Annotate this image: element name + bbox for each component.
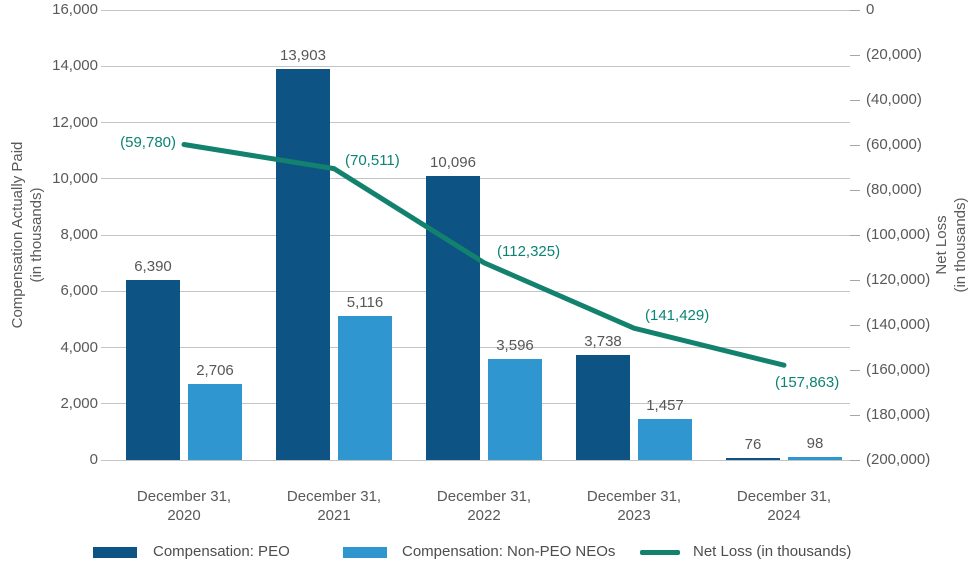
right-axis-title: Net Loss (in thousands) — [932, 197, 970, 292]
left-axis-title: Compensation Actually Paid (in thousands… — [8, 142, 46, 329]
bar-non-peo — [638, 419, 692, 460]
right-axis-tick-label: (200,000) — [866, 451, 931, 468]
right-axis-tick-label: (80,000) — [866, 181, 922, 198]
right-axis-tick-label: (40,000) — [866, 91, 922, 108]
right-axis-tick — [850, 144, 860, 146]
left-axis-tick-label: 16,000 — [52, 1, 98, 18]
left-axis-title-line2: (in thousands) — [28, 187, 45, 283]
right-axis-tick — [850, 459, 860, 461]
bar-value-label: 98 — [806, 435, 824, 453]
x-axis-category-label: December 31, 2020 — [136, 488, 232, 524]
legend-label-peo: Compensation: PEO — [153, 543, 290, 560]
net-loss-value-label: (141,429) — [645, 307, 710, 325]
legend-swatch-peo — [93, 547, 137, 558]
bar-peo — [576, 354, 630, 460]
bar-value-label: 5,116 — [346, 294, 384, 312]
gridline — [101, 65, 850, 67]
bar-peo — [426, 176, 480, 460]
x-axis-category-label: December 31, 2021 — [286, 488, 382, 524]
right-axis-tick — [850, 369, 860, 371]
gridline — [101, 122, 850, 123]
legend-label-net-loss: Net Loss (in thousands) — [693, 543, 852, 560]
bar-peo — [726, 457, 780, 460]
right-axis-tick — [850, 9, 860, 11]
left-axis-tick-label: 10,000 — [52, 169, 98, 187]
legend-swatch-non-peo — [343, 547, 387, 558]
right-axis-tick — [850, 279, 860, 281]
bar-value-label: 13,903 — [280, 46, 326, 64]
net-loss-value-label: (112,325) — [497, 242, 561, 260]
legend-swatch-net-loss-line — [640, 550, 680, 555]
right-axis-title-line1: Net Loss — [933, 215, 950, 275]
gridline — [101, 9, 850, 11]
right-axis-tick — [850, 99, 860, 101]
right-axis-tick-label: 0 — [866, 1, 875, 18]
bar-value-label: 10,096 — [430, 154, 476, 172]
x-axis-category-label: December 31, 2023 — [586, 488, 682, 524]
right-axis-tick — [850, 324, 860, 326]
bar-non-peo — [788, 457, 842, 460]
right-axis-tick-label: (120,000) — [866, 271, 931, 288]
right-axis-tick-label: (100,000) — [866, 226, 931, 243]
right-axis-tick-label: (20,000) — [866, 46, 922, 63]
bar-non-peo — [338, 316, 392, 460]
bar-peo — [276, 68, 330, 460]
right-axis-tick-label: (160,000) — [866, 361, 931, 378]
left-axis-tick-label: 4,000 — [60, 338, 98, 356]
right-axis-tick-label: (60,000) — [866, 136, 922, 153]
bar-non-peo — [488, 358, 542, 460]
net-loss-value-label: (70,511) — [345, 151, 400, 169]
bar-value-label: 3,738 — [584, 332, 622, 350]
net-loss-line — [181, 142, 787, 368]
left-axis-tick-label: 2,000 — [60, 394, 98, 412]
left-axis-tick-label: 14,000 — [52, 57, 98, 75]
bar-value-label: 2,706 — [196, 361, 234, 379]
legend-label-non-peo: Compensation: Non-PEO NEOs — [402, 543, 616, 560]
right-axis-tick — [850, 54, 860, 56]
left-axis-tick-label: 0 — [89, 451, 98, 468]
bar-peo — [126, 280, 180, 460]
net-loss-value-label: (59,780) — [120, 133, 176, 151]
bar-value-label: 1,457 — [646, 397, 684, 415]
left-axis-tick-label: 12,000 — [52, 113, 98, 131]
right-axis-tick — [850, 414, 860, 416]
x-axis-category-label: December 31, 2024 — [736, 488, 832, 524]
gridline — [101, 459, 850, 461]
bar-non-peo — [188, 383, 242, 460]
right-axis-title-line2: (in thousands) — [952, 197, 969, 293]
bar-value-label: 6,390 — [134, 258, 172, 276]
right-axis-tick — [850, 234, 860, 236]
net-loss-value-label: (157,863) — [775, 374, 840, 392]
left-axis-tick-label: 6,000 — [60, 282, 98, 300]
right-axis-tick-label: (180,000) — [866, 406, 931, 423]
bar-value-label: 3,596 — [496, 336, 534, 354]
right-axis-tick — [850, 189, 860, 191]
left-axis-tick-label: 8,000 — [60, 226, 98, 243]
bar-value-label: 76 — [744, 435, 762, 453]
x-axis-category-label: December 31, 2022 — [436, 488, 532, 524]
right-axis-tick-label: (140,000) — [866, 316, 931, 333]
left-axis-title-line1: Compensation Actually Paid — [9, 141, 26, 329]
